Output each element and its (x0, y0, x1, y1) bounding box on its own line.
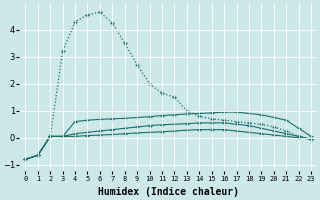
X-axis label: Humidex (Indice chaleur): Humidex (Indice chaleur) (98, 187, 239, 197)
